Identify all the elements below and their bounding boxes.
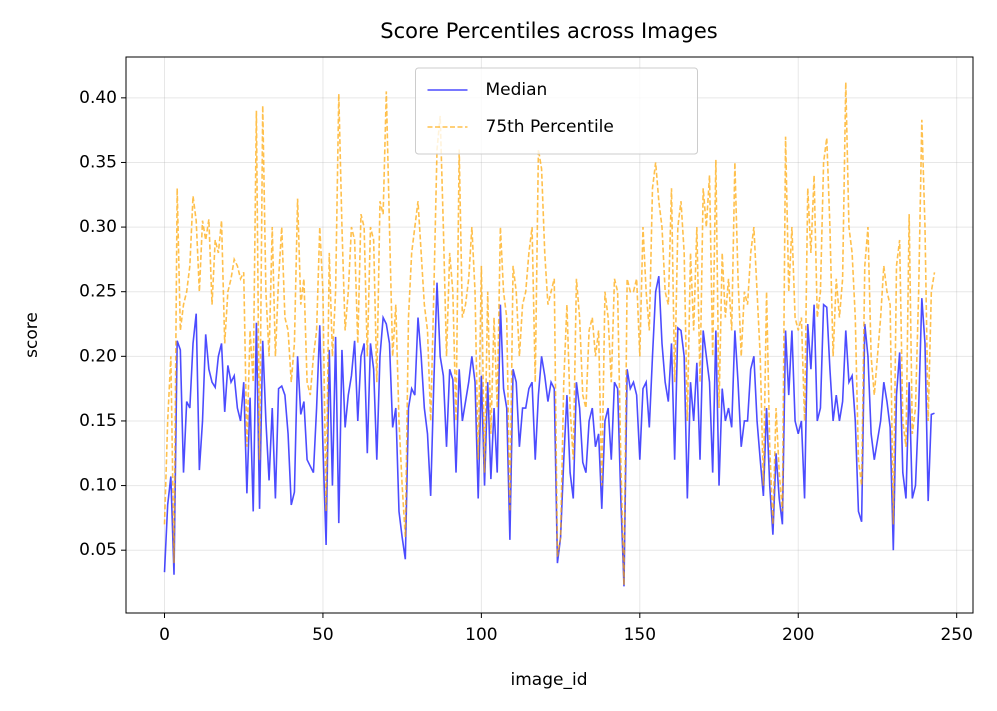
x-tick-label: 250 xyxy=(940,625,972,645)
y-tick-label: 0.05 xyxy=(79,540,117,560)
legend-label: Median xyxy=(486,80,548,100)
y-axis-label: score xyxy=(22,312,42,358)
legend: Median 75th Percentile xyxy=(415,67,698,155)
plot-frame xyxy=(125,56,974,614)
y-tick-label: 0.10 xyxy=(79,476,117,496)
y-tick-label: 0.25 xyxy=(79,282,117,302)
x-tick-label: 150 xyxy=(624,625,656,645)
x-tick-label: 200 xyxy=(782,625,814,645)
x-tick-label: 0 xyxy=(159,625,170,645)
legend-box xyxy=(415,67,698,155)
chart-title: Score Percentiles across Images xyxy=(380,19,717,43)
data-line xyxy=(163,276,935,587)
data-line xyxy=(163,82,936,586)
y-tick-label: 0.15 xyxy=(79,411,117,431)
y-tick-label: 0.30 xyxy=(79,217,117,237)
x-axis-label: image_id xyxy=(511,670,588,690)
y-tick-label: 0.40 xyxy=(79,88,117,108)
legend-label: 75th Percentile xyxy=(486,117,614,137)
x-tick-label: 50 xyxy=(312,625,334,645)
y-tick-label: 0.35 xyxy=(79,152,117,172)
x-tick-label: 100 xyxy=(465,625,497,645)
y-tick-label: 0.20 xyxy=(79,346,117,366)
